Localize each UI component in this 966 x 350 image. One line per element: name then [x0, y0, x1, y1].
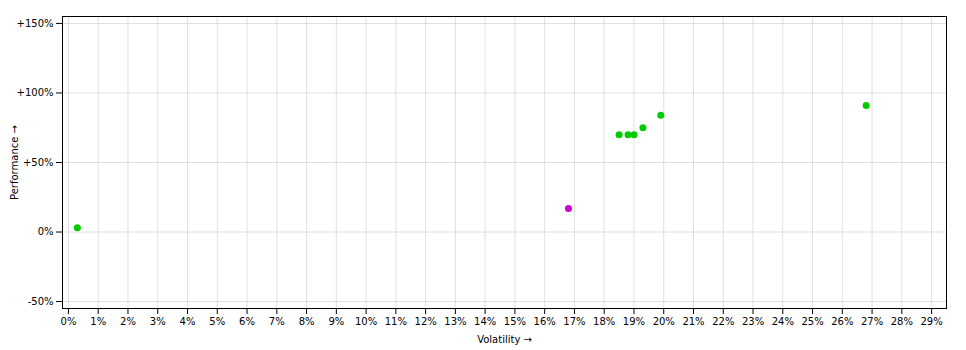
- svg-text:2%: 2%: [120, 316, 136, 327]
- svg-text:3%: 3%: [150, 316, 166, 327]
- svg-text:0%: 0%: [38, 226, 54, 237]
- svg-text:19%: 19%: [623, 316, 645, 327]
- svg-text:9%: 9%: [328, 316, 344, 327]
- svg-text:11%: 11%: [385, 316, 407, 327]
- svg-text:1%: 1%: [90, 316, 106, 327]
- svg-text:Volatility →: Volatility →: [477, 334, 532, 345]
- svg-text:4%: 4%: [180, 316, 196, 327]
- svg-text:21%: 21%: [682, 316, 704, 327]
- svg-text:-50%: -50%: [28, 296, 54, 307]
- svg-text:26%: 26%: [831, 316, 853, 327]
- svg-text:25%: 25%: [801, 316, 823, 327]
- svg-text:13%: 13%: [444, 316, 466, 327]
- svg-text:+150%: +150%: [17, 18, 54, 29]
- svg-text:5%: 5%: [209, 316, 225, 327]
- svg-text:24%: 24%: [772, 316, 794, 327]
- svg-text:7%: 7%: [269, 316, 285, 327]
- svg-text:23%: 23%: [742, 316, 764, 327]
- svg-text:28%: 28%: [891, 316, 913, 327]
- svg-text:0%: 0%: [61, 316, 77, 327]
- svg-text:6%: 6%: [239, 316, 255, 327]
- svg-text:Performance →: Performance →: [9, 125, 20, 200]
- svg-text:17%: 17%: [563, 316, 585, 327]
- svg-text:16%: 16%: [534, 316, 556, 327]
- svg-text:29%: 29%: [921, 316, 943, 327]
- svg-text:14%: 14%: [474, 316, 496, 327]
- svg-text:22%: 22%: [712, 316, 734, 327]
- svg-text:18%: 18%: [593, 316, 615, 327]
- svg-text:15%: 15%: [504, 316, 526, 327]
- svg-text:10%: 10%: [355, 316, 377, 327]
- svg-text:+50%: +50%: [23, 157, 54, 168]
- svg-text:8%: 8%: [299, 316, 315, 327]
- svg-text:+100%: +100%: [17, 87, 54, 98]
- svg-text:20%: 20%: [653, 316, 675, 327]
- svg-text:12%: 12%: [415, 316, 437, 327]
- svg-text:27%: 27%: [861, 316, 883, 327]
